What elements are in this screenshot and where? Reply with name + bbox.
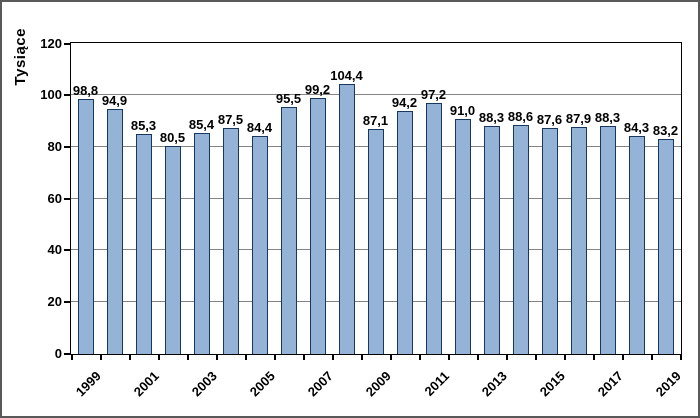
x-tick-mark bbox=[215, 355, 218, 360]
x-tick-mark bbox=[99, 355, 102, 360]
bar bbox=[483, 125, 500, 354]
bar-value-label: 83,2 bbox=[652, 123, 679, 139]
x-tick-label: 2015 bbox=[536, 368, 568, 400]
bar bbox=[570, 126, 587, 354]
bar bbox=[77, 98, 94, 354]
y-tick-label: 120 bbox=[40, 35, 62, 51]
bar bbox=[396, 110, 413, 354]
bar-value-label: 95,5 bbox=[275, 91, 302, 107]
y-tick-label: 100 bbox=[40, 87, 62, 103]
x-tick-mark bbox=[476, 355, 479, 360]
bar-value-label: 88,3 bbox=[478, 109, 505, 125]
gridline bbox=[71, 94, 681, 96]
bar-value-label: 99,2 bbox=[304, 81, 331, 97]
y-tick-mark bbox=[64, 94, 70, 97]
bar-value-label: 87,1 bbox=[362, 113, 389, 128]
bar-value-label: 80,5 bbox=[159, 130, 186, 146]
x-tick-mark bbox=[70, 355, 73, 360]
bar-value-label: 94,9 bbox=[101, 92, 128, 108]
x-tick-mark bbox=[505, 355, 508, 360]
y-tick-mark bbox=[64, 197, 70, 200]
x-tick-label: 2003 bbox=[188, 368, 220, 400]
bar-value-label: 87,5 bbox=[217, 111, 244, 127]
x-tick-mark bbox=[157, 355, 160, 360]
bar-value-label: 94,2 bbox=[391, 94, 418, 110]
bar bbox=[222, 127, 239, 354]
bar-value-label: 87,6 bbox=[536, 111, 563, 127]
bar bbox=[599, 125, 616, 354]
x-tick-mark bbox=[128, 355, 131, 360]
x-tick-mark bbox=[592, 355, 595, 360]
bar-value-label: 84,4 bbox=[246, 119, 273, 135]
bar-value-label: 85,4 bbox=[188, 117, 215, 133]
bar bbox=[338, 84, 355, 354]
bar bbox=[425, 102, 442, 354]
x-tick-mark bbox=[360, 355, 363, 360]
bar bbox=[541, 127, 558, 354]
x-tick-label: 2011 bbox=[421, 368, 452, 399]
bar bbox=[164, 146, 181, 354]
bar bbox=[367, 129, 384, 354]
x-tick-mark bbox=[389, 355, 392, 360]
y-tick-label: 80 bbox=[47, 138, 62, 154]
bar-value-label: 88,6 bbox=[507, 109, 534, 125]
bar-value-label: 104,4 bbox=[330, 68, 363, 84]
x-tick-mark bbox=[273, 355, 276, 360]
y-tick-mark bbox=[64, 249, 70, 252]
bar bbox=[628, 136, 645, 354]
x-tick-mark bbox=[563, 355, 566, 360]
x-tick-mark bbox=[244, 355, 247, 360]
bar-value-label: 88,3 bbox=[594, 109, 621, 125]
x-tick-mark bbox=[418, 355, 421, 360]
bar-value-label: 84,3 bbox=[623, 120, 650, 136]
y-tick-label: 60 bbox=[47, 190, 62, 206]
x-tick-label: 2017 bbox=[594, 368, 626, 400]
x-tick-label: 2005 bbox=[246, 368, 278, 400]
x-tick-label: 2001 bbox=[130, 368, 162, 400]
bar bbox=[135, 133, 152, 354]
x-tick-label: 1999 bbox=[72, 368, 104, 400]
bar-value-label: 97,2 bbox=[420, 86, 447, 102]
plot-area: 98,8 94,9 85,3 80,5 85,4 87,5 84,4 95,5 99,2 104,… bbox=[70, 42, 682, 355]
bar-value-label: 98,8 bbox=[72, 82, 99, 98]
x-tick-label: 2007 bbox=[304, 368, 336, 400]
x-tick-mark bbox=[447, 355, 450, 360]
y-tick-label: 20 bbox=[47, 293, 62, 309]
bar bbox=[106, 108, 123, 354]
bar bbox=[280, 107, 297, 354]
bar bbox=[454, 118, 471, 354]
x-tick-label: 2019 bbox=[652, 368, 684, 400]
bar bbox=[309, 97, 326, 354]
bar-value-label: 85,3 bbox=[130, 117, 157, 133]
y-tick-mark bbox=[64, 145, 70, 148]
x-tick-mark bbox=[186, 355, 189, 360]
y-tick-mark bbox=[64, 352, 70, 355]
bar bbox=[251, 135, 268, 354]
y-tick-label: 40 bbox=[47, 242, 62, 258]
bar bbox=[657, 139, 674, 354]
bar-value-label: 87,9 bbox=[565, 110, 592, 126]
bar-value-label: 91,0 bbox=[449, 102, 476, 118]
x-tick-mark bbox=[679, 355, 682, 360]
x-tick-label: 2013 bbox=[478, 368, 510, 400]
y-tick-mark bbox=[64, 42, 70, 45]
y-tick-mark bbox=[64, 300, 70, 303]
x-tick-mark bbox=[331, 355, 334, 360]
y-tick-label: 0 bbox=[54, 345, 62, 361]
x-tick-mark bbox=[621, 355, 624, 360]
x-tick-label: 2009 bbox=[362, 368, 394, 400]
bar bbox=[512, 125, 529, 354]
x-tick-mark bbox=[650, 355, 653, 360]
x-tick-mark bbox=[534, 355, 537, 360]
bar bbox=[193, 133, 210, 354]
x-tick-mark bbox=[302, 355, 305, 360]
